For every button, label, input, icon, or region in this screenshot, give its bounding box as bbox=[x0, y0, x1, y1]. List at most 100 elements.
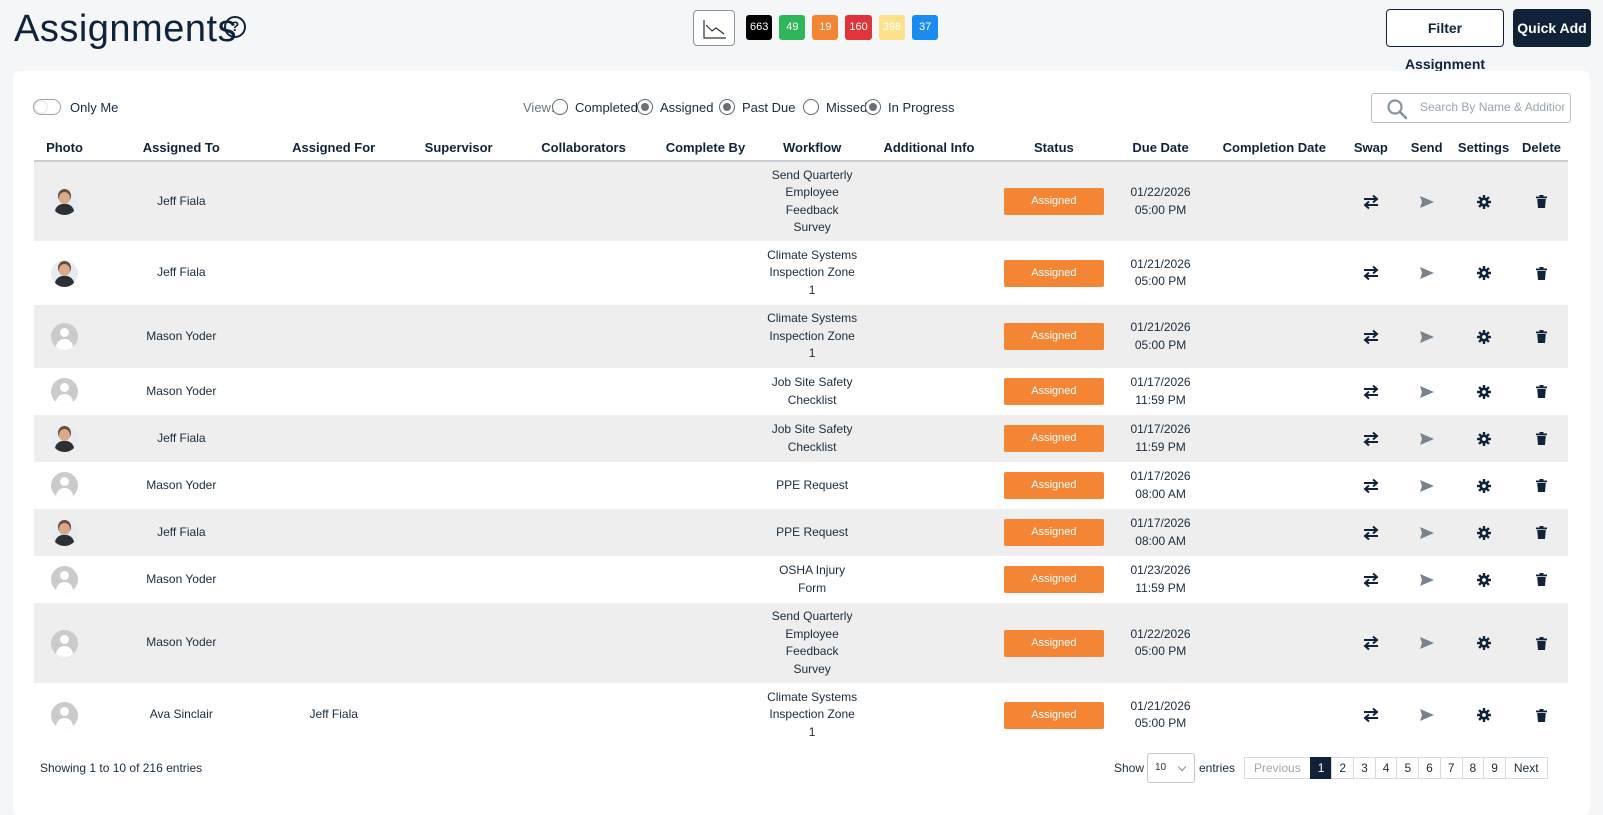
column-header[interactable]: Assigned To bbox=[94, 133, 268, 162]
trash-icon[interactable] bbox=[1515, 195, 1568, 208]
gear-icon[interactable] bbox=[1452, 525, 1515, 540]
radio-dot[interactable] bbox=[552, 99, 568, 115]
swap-button[interactable] bbox=[1340, 509, 1401, 556]
view-radio-assigned[interactable]: Assigned bbox=[637, 99, 713, 115]
count-badge[interactable]: 37 bbox=[912, 15, 939, 40]
send-button[interactable] bbox=[1401, 161, 1452, 241]
delete-button[interactable] bbox=[1515, 415, 1568, 462]
trash-icon[interactable] bbox=[1515, 526, 1568, 539]
delete-button[interactable] bbox=[1515, 368, 1568, 415]
page-button-8[interactable]: 8 bbox=[1461, 757, 1485, 779]
swap-icon[interactable] bbox=[1340, 194, 1401, 210]
page-button-4[interactable]: 4 bbox=[1374, 757, 1398, 779]
swap-icon[interactable] bbox=[1340, 265, 1401, 281]
send-button[interactable] bbox=[1401, 603, 1452, 683]
column-header[interactable]: Workflow bbox=[761, 133, 863, 162]
gear-icon[interactable] bbox=[1452, 329, 1515, 344]
column-header[interactable]: Swap bbox=[1340, 133, 1402, 162]
gear-icon[interactable] bbox=[1452, 431, 1515, 446]
delete-button[interactable] bbox=[1515, 161, 1568, 241]
swap-icon[interactable] bbox=[1340, 329, 1401, 345]
radio-dot[interactable] bbox=[865, 99, 881, 115]
send-icon[interactable] bbox=[1401, 636, 1452, 650]
send-button[interactable] bbox=[1401, 305, 1452, 368]
radio-dot[interactable] bbox=[803, 99, 819, 115]
search-box[interactable] bbox=[1371, 93, 1571, 123]
count-badge[interactable]: 160 bbox=[845, 15, 872, 40]
search-input[interactable] bbox=[1420, 100, 1565, 114]
settings-button[interactable] bbox=[1452, 161, 1515, 241]
send-icon[interactable] bbox=[1401, 573, 1452, 587]
send-button[interactable] bbox=[1401, 415, 1452, 462]
gear-icon[interactable] bbox=[1452, 708, 1515, 722]
table-row[interactable]: Mason Yoder Climate Systems Inspection Zon… bbox=[34, 305, 1568, 368]
swap-button[interactable] bbox=[1340, 603, 1401, 683]
send-button[interactable] bbox=[1401, 683, 1452, 747]
radio-dot[interactable] bbox=[637, 99, 653, 115]
swap-icon[interactable] bbox=[1340, 525, 1401, 541]
count-badge[interactable]: 49 bbox=[779, 15, 806, 40]
column-header[interactable]: Supervisor bbox=[399, 133, 518, 162]
column-header[interactable]: Complete By bbox=[649, 133, 762, 162]
column-header[interactable]: Collaborators bbox=[517, 133, 650, 162]
settings-button[interactable] bbox=[1452, 509, 1515, 556]
swap-button[interactable] bbox=[1340, 305, 1401, 368]
view-radio-in-progress[interactable]: In Progress bbox=[865, 99, 954, 115]
swap-icon[interactable] bbox=[1340, 707, 1401, 723]
settings-button[interactable] bbox=[1452, 241, 1515, 305]
column-header[interactable]: Due Date bbox=[1112, 133, 1209, 162]
page-button-3[interactable]: 3 bbox=[1353, 757, 1376, 779]
column-header[interactable]: Completion Date bbox=[1208, 133, 1341, 162]
trash-icon[interactable] bbox=[1515, 636, 1568, 650]
send-icon[interactable] bbox=[1401, 266, 1452, 280]
trash-icon[interactable] bbox=[1515, 432, 1568, 445]
page-button-1[interactable]: 1 bbox=[1309, 757, 1333, 779]
trash-icon[interactable] bbox=[1515, 266, 1568, 280]
trash-icon[interactable] bbox=[1515, 573, 1568, 586]
table-row[interactable]: Ava Sinclair Jeff Fiala Climate Systems Ins… bbox=[34, 683, 1568, 747]
settings-button[interactable] bbox=[1452, 683, 1515, 747]
table-row[interactable]: Mason Yoder OSHA Injury Form Assigned 01/23/… bbox=[34, 556, 1568, 603]
next-page-button[interactable]: Next bbox=[1504, 757, 1548, 779]
swap-icon[interactable] bbox=[1340, 635, 1401, 651]
table-row[interactable]: Jeff Fiala Send Quarterly Employee Feedback… bbox=[34, 161, 1568, 241]
column-header[interactable]: Photo bbox=[34, 133, 95, 162]
send-icon[interactable] bbox=[1401, 385, 1452, 399]
send-icon[interactable] bbox=[1401, 479, 1452, 493]
settings-button[interactable] bbox=[1452, 415, 1515, 462]
settings-button[interactable] bbox=[1452, 462, 1515, 509]
send-button[interactable] bbox=[1401, 462, 1452, 509]
delete-button[interactable] bbox=[1515, 683, 1568, 747]
gear-icon[interactable] bbox=[1452, 384, 1515, 399]
swap-icon[interactable] bbox=[1340, 431, 1401, 447]
only-me-toggle[interactable] bbox=[33, 99, 61, 115]
gear-icon[interactable] bbox=[1452, 194, 1515, 209]
count-badge[interactable]: 19 bbox=[812, 15, 839, 40]
gear-icon[interactable] bbox=[1452, 478, 1515, 493]
settings-button[interactable] bbox=[1452, 305, 1515, 368]
page-button-2[interactable]: 2 bbox=[1331, 757, 1355, 779]
swap-button[interactable] bbox=[1340, 161, 1401, 241]
count-badge[interactable]: 663 bbox=[746, 15, 773, 40]
view-radio-missed[interactable]: Missed bbox=[803, 99, 867, 115]
delete-button[interactable] bbox=[1515, 603, 1568, 683]
gear-icon[interactable] bbox=[1452, 636, 1515, 650]
page-button-5[interactable]: 5 bbox=[1396, 757, 1420, 779]
page-button-7[interactable]: 7 bbox=[1439, 757, 1463, 779]
view-radio-completed[interactable]: Completed bbox=[552, 99, 638, 115]
delete-button[interactable] bbox=[1515, 556, 1568, 603]
gear-icon[interactable] bbox=[1452, 572, 1515, 587]
delete-button[interactable] bbox=[1515, 305, 1568, 368]
table-row[interactable]: Jeff Fiala Climate Systems Inspection Zone… bbox=[34, 241, 1568, 305]
column-header[interactable]: Additional Info bbox=[862, 133, 995, 162]
column-header[interactable]: Status bbox=[994, 133, 1113, 162]
view-radio-past-due[interactable]: Past Due bbox=[719, 99, 795, 115]
count-badge[interactable]: 398 bbox=[878, 15, 906, 40]
delete-button[interactable] bbox=[1515, 241, 1568, 305]
chart-toggle-button[interactable] bbox=[693, 10, 735, 46]
trash-icon[interactable] bbox=[1515, 330, 1568, 343]
trash-icon[interactable] bbox=[1515, 385, 1568, 398]
send-button[interactable] bbox=[1401, 368, 1452, 415]
column-header[interactable]: Delete bbox=[1515, 133, 1568, 162]
send-icon[interactable] bbox=[1401, 708, 1452, 722]
